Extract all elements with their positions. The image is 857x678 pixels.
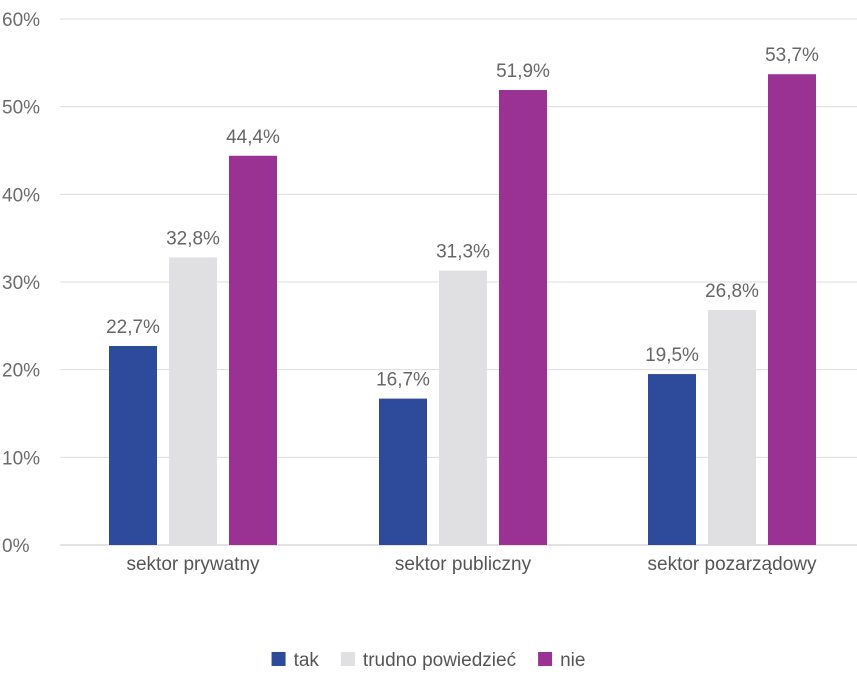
legend-label: tak — [294, 650, 320, 671]
data-label: 22,7% — [106, 317, 160, 338]
legend: tak trudno powiedzieć nie — [271, 650, 585, 671]
legend-label: nie — [560, 650, 585, 671]
data-label: 16,7% — [376, 370, 430, 391]
bar-trudno-powiedzieć-2 — [439, 270, 487, 545]
data-label: 44,4% — [226, 127, 280, 148]
category-label: sektor pozarządowy — [648, 554, 817, 575]
y-tick-label: 0% — [2, 536, 30, 557]
data-label: 19,5% — [645, 345, 699, 366]
y-tick-label: 10% — [2, 448, 40, 469]
y-tick-label: 60% — [2, 10, 40, 31]
data-labels: 22,7% 32,8% 44,4% 16,7% 31,3% 51,9% 19,5% 26,8%… — [106, 45, 819, 390]
x-axis-categories: sektor prywatny sektor publiczny sektor po… — [126, 554, 817, 575]
y-tick-label: 30% — [2, 273, 40, 294]
data-label: 32,8% — [166, 228, 220, 249]
bar-trudno-powiedzieć-1 — [169, 257, 217, 545]
data-label: 31,3% — [436, 242, 490, 263]
legend-swatch — [271, 652, 286, 666]
bar-tak-2 — [379, 398, 427, 545]
bar-nie-1 — [229, 155, 277, 545]
bar-tak-3 — [648, 374, 696, 545]
y-tick-label: 40% — [2, 185, 40, 206]
legend-swatch — [538, 652, 553, 666]
legend-swatch — [340, 652, 355, 666]
y-tick-label: 50% — [2, 98, 40, 119]
bar-trudno-powiedzieć-3 — [708, 310, 756, 545]
bar-nie-2 — [499, 90, 547, 545]
y-tick-label: 20% — [2, 361, 40, 382]
data-label: 51,9% — [496, 61, 550, 82]
category-label: sektor publiczny — [395, 554, 532, 575]
bars — [109, 74, 816, 545]
data-label: 26,8% — [705, 281, 759, 302]
data-label: 53,7% — [765, 45, 819, 66]
bar-nie-3 — [768, 74, 816, 545]
category-label: sektor prywatny — [126, 554, 260, 575]
legend-label: trudno powiedzieć — [363, 650, 516, 671]
y-axis-ticks: 0% 10% 20% 30% 40% 50% 60% — [2, 10, 40, 557]
bar-tak-1 — [109, 345, 157, 545]
